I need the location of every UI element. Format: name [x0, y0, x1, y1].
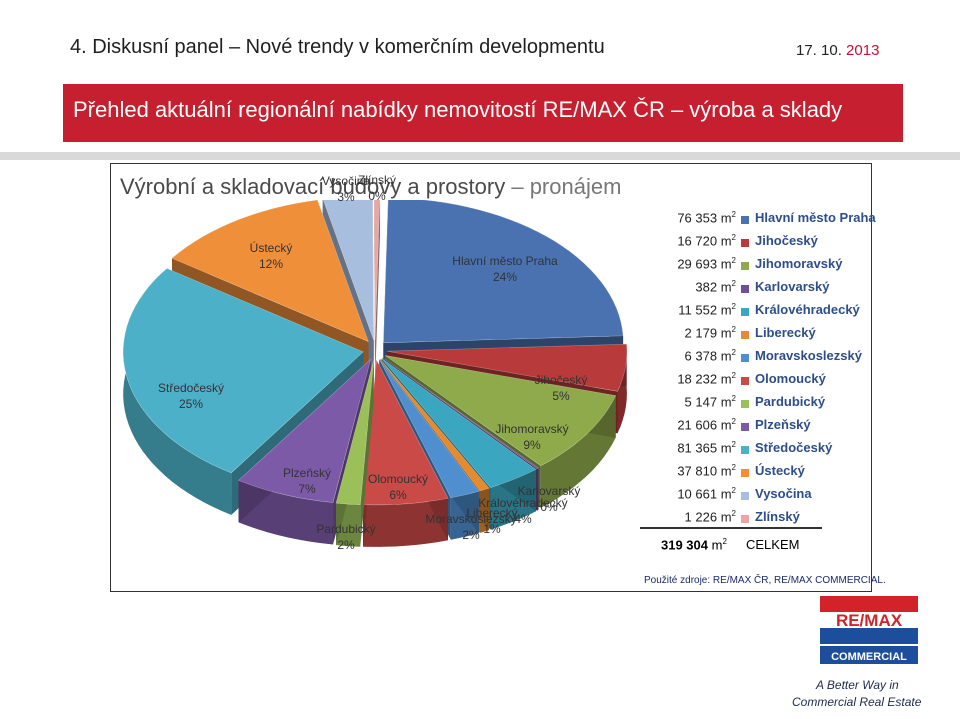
legend-item: 21 606 m2 Plzeňský	[630, 417, 870, 437]
legend-item: 16 720 m2 Jihočeský	[630, 233, 870, 253]
legend-value: 76 353 m2	[677, 210, 736, 226]
legend-swatch	[741, 400, 749, 408]
legend-label: Jihomoravský	[755, 256, 843, 271]
slice-label: Vysočina 3%	[321, 174, 371, 204]
legend-swatch	[741, 469, 749, 477]
legend-swatch	[741, 354, 749, 362]
legend-label: Královéhradecký	[755, 302, 860, 317]
legend-label: Vysočina	[755, 486, 812, 501]
legend-label: Jihočeský	[755, 233, 818, 248]
legend-item: 37 810 m2 Ústecký	[630, 463, 870, 483]
legend-total-name: CELKEM	[746, 537, 800, 552]
legend-swatch	[741, 308, 749, 316]
date-prefix: 17. 10.	[796, 42, 847, 59]
slice-label: Středočeský 25%	[157, 381, 225, 411]
legend-value: 37 810 m2	[677, 463, 736, 479]
legend-value: 2 179 m2	[684, 325, 736, 341]
legend-label: Karlovarský	[755, 279, 830, 294]
logo-sub: COMMERCIAL	[831, 651, 907, 663]
legend-swatch	[741, 377, 749, 385]
legend-item: 382 m2 Karlovarský	[630, 279, 870, 299]
slide-banner: Přehled aktuální regionální nabídky nemo…	[63, 84, 903, 142]
pie-slice	[362, 358, 449, 547]
legend-swatch	[741, 239, 749, 247]
legend-value: 1 226 m2	[684, 509, 736, 525]
legend-value: 10 661 m2	[677, 486, 736, 502]
slice-label: Hlavní město Praha 24%	[452, 254, 558, 284]
legend-label: Středočeský	[755, 440, 833, 455]
slice-label: Ústecký 12%	[249, 241, 293, 271]
slice-label: Karlovarský 0%	[517, 484, 581, 514]
tagline-line-2: Commercial Real Estate	[792, 695, 922, 709]
slice-label: Liberecký 1%	[466, 506, 518, 536]
legend-item: 18 232 m2 Olomoucký	[630, 371, 870, 391]
legend-value: 5 147 m2	[684, 394, 736, 410]
legend-value: 81 365 m2	[677, 440, 736, 456]
legend-item: 5 147 m2 Pardubický	[630, 394, 870, 414]
legend-label: Liberecký	[755, 325, 816, 340]
legend-swatch	[741, 515, 749, 523]
legend-value: 6 378 m2	[684, 348, 736, 364]
slice-label: Pardubický 2%	[316, 522, 376, 552]
slice-label: Jihomoravský 9%	[495, 422, 569, 452]
legend-swatch	[741, 262, 749, 270]
slice-label: Moravskoslezský 2%	[425, 512, 517, 542]
legend-label: Moravskoslezský	[755, 348, 862, 363]
legend-value: 21 606 m2	[677, 417, 736, 433]
legend-value: 29 693 m2	[677, 256, 736, 272]
legend-swatch	[741, 285, 749, 293]
legend-swatch	[741, 216, 749, 224]
legend-item: 11 552 m2 Královéhradecký	[630, 302, 870, 322]
legend-label: Plzeňský	[755, 417, 811, 432]
legend-value: 382 m2	[695, 279, 736, 295]
legend-swatch	[741, 423, 749, 431]
legend-swatch	[741, 492, 749, 500]
total-value: 319 304	[661, 537, 708, 553]
total-unit-sup: 2	[722, 537, 727, 546]
slice-label: Zlínský 0%	[357, 173, 397, 203]
legend-value: 18 232 m2	[677, 371, 736, 387]
legend-swatch	[741, 331, 749, 339]
presentation-title: 4. Diskusní panel – Nové trendy v komerč…	[70, 36, 605, 58]
date-year: 2013	[846, 42, 880, 59]
presentation-date: 17. 10. 2013	[796, 42, 879, 59]
legend-label: Hlavní město Praha	[755, 210, 876, 225]
tagline-line-1: A Better Way in	[816, 678, 899, 692]
pie-slice	[335, 359, 374, 547]
legend-label: Ústecký	[755, 463, 805, 478]
divider	[0, 152, 960, 160]
legend-item: 6 378 m2 Moravskoslezský	[630, 348, 870, 368]
logo-brand: RE/MAX	[836, 611, 903, 630]
legend-total-value: 319 304 m2	[661, 537, 727, 552]
remax-commercial-logo: RE/MAX COMMERCIAL	[818, 594, 920, 670]
legend-item: 29 693 m2 Jihomoravský	[630, 256, 870, 276]
total-unit: m	[711, 537, 723, 553]
legend-item: 2 179 m2 Liberecký	[630, 325, 870, 345]
slice-label: Plzeňský 7%	[282, 466, 332, 496]
legend-value: 16 720 m2	[677, 233, 736, 249]
legend-item: 1 226 m2 Zlínský	[630, 509, 870, 529]
chart-title-main: Výrobní a skladovací budovy a prostory	[120, 174, 506, 199]
legend-swatch	[741, 446, 749, 454]
source-note: Použité zdroje: RE/MAX ČR, RE/MAX COMMER…	[644, 575, 886, 586]
slice-label: Olomoucký 6%	[367, 472, 429, 502]
slide-title: Přehled aktuální regionální nabídky nemo…	[73, 97, 843, 122]
pie-slice	[373, 200, 381, 382]
pie-chart	[122, 200, 628, 547]
legend-item: 81 365 m2 Středočeský	[630, 440, 870, 460]
slice-label: Jihočeský 5%	[534, 373, 588, 403]
legend-value: 11 552 m2	[678, 302, 736, 318]
legend-label: Zlínský	[755, 509, 800, 524]
legend-label: Pardubický	[755, 394, 826, 409]
chart-title-light: pronájem	[529, 174, 622, 199]
legend-item: 10 661 m2 Vysočina	[630, 486, 870, 506]
chart-title: Výrobní a skladovací budovy a prostory –…	[120, 174, 621, 200]
legend-total-rule	[640, 527, 822, 529]
legend-label: Olomoucký	[755, 371, 826, 386]
chart-title-dash: –	[505, 174, 530, 199]
slice-label: Královéhradecký 4%	[478, 496, 568, 526]
legend-item: 76 353 m2 Hlavní město Praha	[630, 210, 875, 230]
